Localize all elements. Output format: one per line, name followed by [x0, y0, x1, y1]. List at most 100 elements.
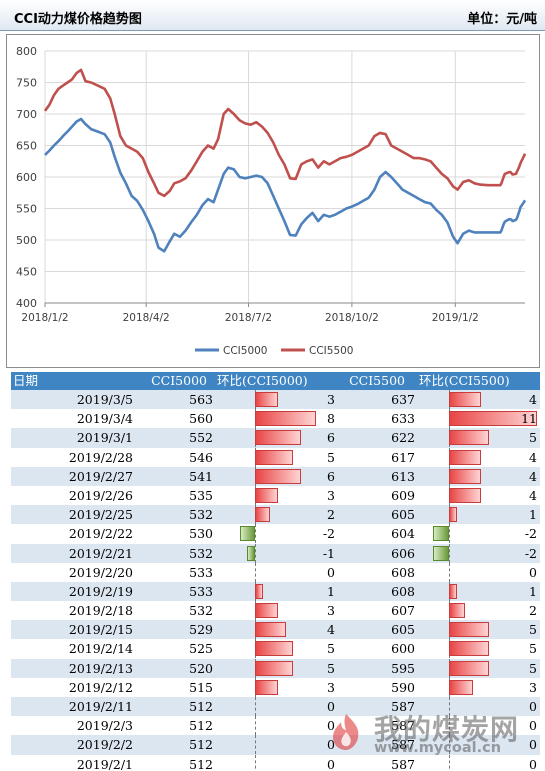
y-tick-label: 550	[16, 203, 37, 216]
change-bar-cci5000	[255, 430, 301, 446]
bar-zero-line	[255, 524, 256, 544]
row-cci5500: 609	[391, 487, 415, 503]
row-cci5500-change: 5	[529, 641, 537, 657]
row-cci5000-change: 0	[327, 699, 335, 714]
unit-label: 单位：元/吨	[467, 12, 537, 27]
change-bar-cci5000	[247, 545, 255, 561]
watermark-name: 我的煤炭网	[374, 713, 520, 746]
row-cci5500-change: 4	[529, 468, 537, 484]
change-bar-cci5500	[449, 583, 457, 599]
bar-zero-line	[449, 716, 450, 736]
row-cci5000-change: 5	[327, 449, 335, 465]
row-cci5000: 533	[189, 564, 213, 580]
row-cci5000: 532	[189, 603, 213, 619]
change-bar-cci5500	[449, 449, 481, 465]
table-row: 2019/2/13 520 5 595 5	[11, 658, 540, 678]
table-row: 2019/2/20 533 0 608 0	[11, 562, 540, 582]
header-cci5000-change: 环比(CCI5000)	[217, 373, 308, 388]
row-cci5000-change: 8	[327, 411, 335, 427]
legend-label-cci5000: CCI5000	[223, 345, 267, 357]
table-row: 2019/3/5 563 3 637 4	[11, 390, 540, 410]
row-cci5500: 613	[391, 468, 415, 484]
y-tick-label: 700	[16, 108, 37, 121]
row-cci5000: 520	[189, 660, 213, 676]
change-bar-cci5000	[255, 679, 278, 695]
row-cci5000-change: 5	[327, 660, 335, 676]
row-date: 2019/2/3	[76, 718, 133, 734]
row-date: 2019/2/28	[68, 449, 133, 465]
row-cci5500: 607	[391, 603, 415, 619]
table-row: 2019/2/22 530 -2 604 -2	[11, 524, 540, 544]
change-bar-cci5000	[255, 641, 294, 657]
change-bar-cci5500	[449, 468, 481, 484]
table-row: 2019/2/11 512 0 587 0	[11, 697, 540, 717]
header-cci5500-change: 环比(CCI5500)	[419, 373, 510, 388]
change-bar-cci5500	[449, 660, 489, 676]
row-cci5000: 532	[189, 545, 213, 561]
table-row: 2019/3/1 552 6 622 5	[11, 428, 540, 448]
y-tick-label: 650	[16, 140, 37, 153]
y-tick-label: 400	[16, 297, 37, 310]
row-date: 2019/2/14	[68, 641, 133, 657]
row-cci5000: 512	[189, 756, 213, 771]
row-date: 2019/2/13	[68, 660, 133, 676]
table-row: 2019/2/19 533 1 608 1	[11, 581, 540, 602]
row-cci5000-change: -2	[322, 526, 335, 542]
change-bar-cci5000	[255, 449, 294, 465]
chart-panel: 400 450 500 550 600 650 700 750 800 2018/1/2 2018/…	[6, 34, 540, 368]
row-cci5000-change: 0	[327, 564, 335, 580]
row-date: 2019/2/26	[68, 487, 133, 503]
change-bar-cci5500	[433, 545, 449, 561]
change-bar-cci5000	[255, 392, 278, 407]
change-bar-cci5500	[433, 526, 449, 542]
row-cci5000: 515	[189, 679, 213, 695]
table-row: 2019/2/3 512 0 587 0	[11, 716, 540, 736]
row-cci5000-change: 5	[327, 641, 335, 657]
change-bar-cci5500	[449, 641, 489, 657]
change-bar-cci5000	[255, 468, 301, 484]
row-cci5000: 529	[189, 622, 213, 638]
row-cci5500-change: 11	[521, 411, 537, 427]
row-cci5000: 552	[189, 430, 213, 446]
row-cci5000-change: 2	[327, 507, 335, 523]
row-date: 2019/2/15	[68, 622, 133, 638]
row-cci5500-change: 3	[529, 679, 537, 695]
price-table: 日期 CCI5000 环比(CCI5000) CCI5500 环比(CCI550…	[11, 372, 540, 771]
row-cci5000: 541	[189, 468, 213, 484]
y-tick-label: 750	[16, 77, 37, 90]
change-bar-cci5500	[449, 487, 481, 503]
change-bar-cci5000	[255, 603, 278, 619]
line-chart: 400 450 500 550 600 650 700 750 800 2018/1/2 2018/…	[16, 45, 527, 357]
row-cci5500: 633	[391, 411, 415, 427]
row-cci5000-change: 3	[327, 487, 335, 503]
row-cci5000-change: 0	[327, 756, 335, 771]
row-cci5000: 560	[189, 411, 213, 427]
table-row: 2019/2/18 532 3 607 2	[11, 601, 540, 621]
row-date: 2019/2/25	[68, 507, 133, 523]
change-bar-cci5500	[449, 411, 537, 427]
row-date: 2019/2/27	[68, 468, 133, 484]
change-bar-cci5000	[255, 583, 263, 599]
table-row: 2019/2/12 515 3 590 3	[11, 677, 540, 697]
row-date: 2019/2/20	[68, 564, 133, 580]
row-cci5500: 608	[391, 564, 415, 580]
row-cci5000-change: 4	[327, 622, 335, 638]
row-cci5000-change: 3	[327, 603, 335, 619]
row-date: 2019/3/4	[76, 411, 133, 427]
change-bar-cci5000	[239, 526, 255, 542]
legend-label-cci5500: CCI5500	[309, 345, 353, 357]
row-cci5000: 535	[189, 487, 213, 503]
row-cci5000-change: 3	[327, 392, 335, 407]
row-cci5000: 532	[189, 507, 213, 523]
row-cci5500-change: 0	[529, 564, 537, 580]
header-cci5000: CCI5000	[151, 373, 207, 388]
row-cci5000: 563	[189, 392, 213, 407]
bar-zero-line	[449, 543, 450, 563]
row-cci5000-change: 6	[327, 468, 335, 484]
change-bar-cci5000	[255, 660, 294, 676]
x-tick-label: 2018/7/2	[225, 312, 272, 324]
bar-zero-line	[255, 735, 256, 755]
table-row: 2019/2/27 541 6 613 4	[11, 466, 540, 486]
bar-zero-line	[255, 543, 256, 563]
flame-logo-icon	[333, 714, 359, 750]
